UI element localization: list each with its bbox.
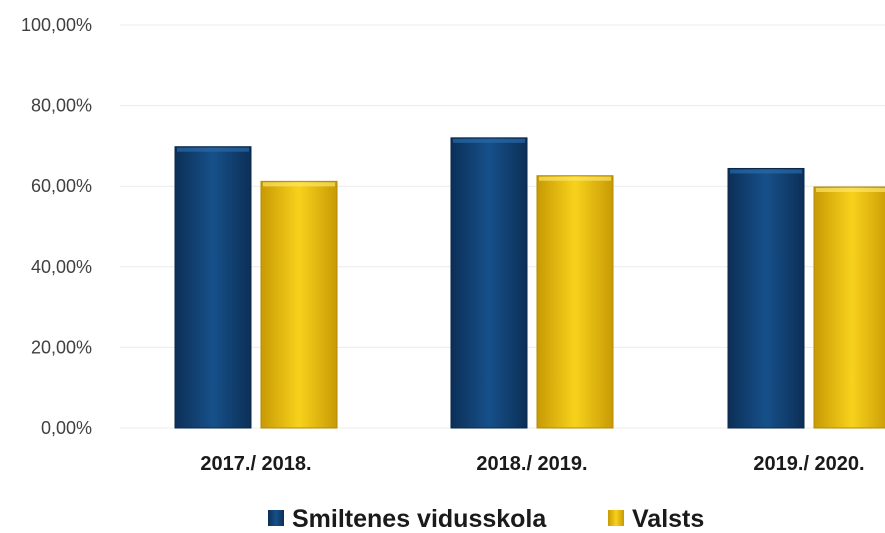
bar-smiltenes-0	[174, 146, 252, 429]
x-category-label: 2018./ 2019.	[476, 453, 587, 475]
legend-swatch-smiltenes	[268, 510, 284, 526]
bar-smiltenes-1	[450, 137, 528, 429]
y-tick-label: 80,00%	[31, 96, 92, 116]
y-tick-label: 100,00%	[21, 15, 92, 35]
bar-bevel	[263, 182, 335, 187]
legend-label-valsts: Valsts	[632, 505, 704, 533]
legend: Smiltenes vidusskola Valsts	[268, 505, 704, 533]
bars	[174, 137, 885, 429]
bar-valsts-0	[260, 180, 338, 429]
y-tick-label: 20,00%	[31, 337, 92, 357]
y-axis-ticks: 0,00% 20,00% 40,00% 60,00% 80,00% 100,00%	[21, 15, 92, 438]
y-tick-label: 0,00%	[41, 418, 92, 438]
bar-bevel	[730, 169, 802, 174]
bar-bevel	[816, 188, 885, 193]
bar-valsts-2	[813, 186, 885, 429]
bar-smiltenes-2	[727, 167, 805, 429]
x-category-label: 2019./ 2020.	[753, 453, 864, 475]
legend-label-smiltenes: Smiltenes vidusskola	[292, 505, 547, 533]
bar-bevel	[539, 176, 611, 181]
bar-valsts-1	[536, 175, 614, 429]
legend-swatch-valsts	[608, 510, 624, 526]
y-tick-label: 60,00%	[31, 176, 92, 196]
bar-bevel	[453, 138, 525, 143]
bar-bevel	[177, 147, 249, 152]
x-axis-labels: 2017./ 2018. 2018./ 2019. 2019./ 2020.	[200, 453, 864, 475]
x-category-label: 2017./ 2018.	[200, 453, 311, 475]
y-tick-label: 40,00%	[31, 257, 92, 277]
